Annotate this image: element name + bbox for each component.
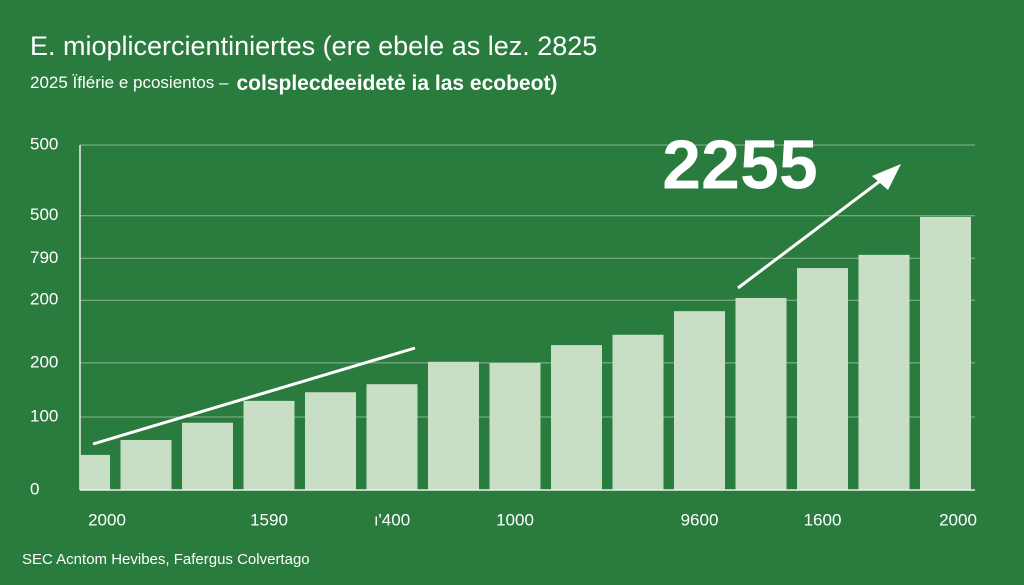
y-tick-label: 200 — [30, 290, 58, 309]
bar — [182, 422, 233, 490]
bar — [366, 384, 418, 490]
bar — [920, 216, 971, 490]
x-tick-label: 1590 — [250, 510, 288, 529]
y-tick-label: 200 — [30, 352, 58, 371]
x-tick-label: ı'400 — [374, 510, 410, 529]
bar — [305, 392, 356, 490]
x-tick-label: 1600 — [804, 510, 842, 529]
bar — [858, 254, 910, 490]
x-tick-label: 2000 — [939, 510, 977, 529]
bar — [612, 334, 664, 490]
bar — [428, 361, 479, 490]
subtitle-text: 2025 Ïflérie e pcosientos – — [30, 73, 229, 92]
bar — [551, 345, 602, 490]
source: SEC Acntom Hevibes, Fafergus Colvertago — [22, 551, 310, 568]
bar — [489, 362, 541, 490]
trend-line — [92, 346, 416, 446]
arrow-head — [872, 164, 901, 190]
bar — [674, 311, 725, 490]
chart-title: E. mioplicercientiniertes (ere ebele as … — [30, 31, 597, 61]
bar — [120, 439, 172, 490]
y-tick-label: 790 — [30, 248, 58, 267]
bar — [735, 297, 787, 490]
y-tick-label: 500 — [30, 205, 58, 224]
x-tick-label: 9600 — [681, 510, 719, 529]
trend-arrow — [737, 173, 889, 290]
y-tick-label: 500 — [30, 134, 58, 153]
plot: 0 100 200 200 790 500 500 2000 1590 ı'400 1000 9600… — [30, 134, 977, 529]
x-tick-label: 1000 — [496, 510, 534, 529]
x-tick-label: 2000 — [88, 510, 126, 529]
subtitle-emphasis: colsplecdeeidetė ia las ecobeot) — [236, 72, 557, 95]
bar — [80, 454, 110, 490]
y-tick-label: 0 — [30, 479, 39, 498]
bar — [797, 268, 848, 490]
bar — [243, 400, 295, 490]
subtitle: 2025 Ïflérie e pcosientos – colsplecdeeid… — [30, 72, 557, 95]
y-tick-label: 100 — [30, 406, 58, 425]
annotation: 2255 — [662, 125, 818, 203]
